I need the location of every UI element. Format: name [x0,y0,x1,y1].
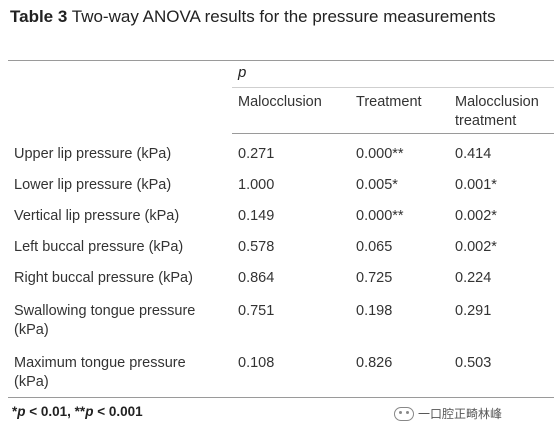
row-value: 0.108 [238,355,275,371]
p-value-group-header: p [238,64,247,81]
row-value: 0.414 [455,146,492,162]
row-value: 0.751 [238,303,275,319]
row-value: 0.578 [238,239,275,255]
footnote-text1: < 0.01, ** [25,404,86,419]
row-value: 0.065 [356,239,393,255]
table-number: Table 3 [10,7,68,26]
row-label: Swallowing tongue pressure (kPa) [14,303,196,338]
row-value: 0.001* [455,177,497,193]
row-value: 0.000** [356,146,404,162]
row-label: Lower lip pressure (kPa) [14,177,172,193]
row-label: Vertical lip pressure (kPa) [14,208,180,224]
row-label: Upper lip pressure (kPa) [14,146,172,162]
row-value: 0.149 [238,208,275,224]
row-value: 0.503 [455,355,492,371]
top-rule [8,60,554,61]
row-value: 0.271 [238,146,275,162]
col-header-interaction: Malocclusion treatment [455,94,539,129]
row-value: 0.725 [356,270,393,286]
row-value: 0.005* [356,177,398,193]
row-label: Right buccal pressure (kPa) [14,270,193,286]
col-header-treatment: Treatment [356,94,422,110]
bottom-rule [8,397,554,398]
watermark-text: 一口腔正畸林峰 [418,407,503,421]
table-caption: Table 3 Two-way ANOVA results for the pr… [10,6,530,27]
group-header-rule [232,87,554,88]
footnote-p1: p [17,404,26,419]
row-label: Left buccal pressure (kPa) [14,239,184,255]
footnote-p2: p [85,404,94,419]
row-value: 0.002* [455,208,497,224]
row-value: 1.000 [238,177,275,193]
wechat-icon [394,406,414,421]
table-title: Two-way ANOVA results for the pressure m… [67,7,496,26]
row-value: 0.002* [455,239,497,255]
row-value: 0.000** [356,208,404,224]
footnote-text2: < 0.001 [93,404,143,419]
row-value: 0.224 [455,270,492,286]
header-rule [232,133,554,134]
footnote: *p < 0.01, **p < 0.001 [12,404,143,419]
footnote-lead: * [12,404,18,419]
row-value: 0.864 [238,270,275,286]
watermark: 一口腔正畸林峰 [394,405,502,422]
col-header-malocclusion: Malocclusion [238,94,322,110]
row-label: Maximum tongue pressure (kPa) [14,355,186,390]
row-value: 0.198 [356,303,393,319]
row-value: 0.291 [455,303,492,319]
row-value: 0.826 [356,355,393,371]
